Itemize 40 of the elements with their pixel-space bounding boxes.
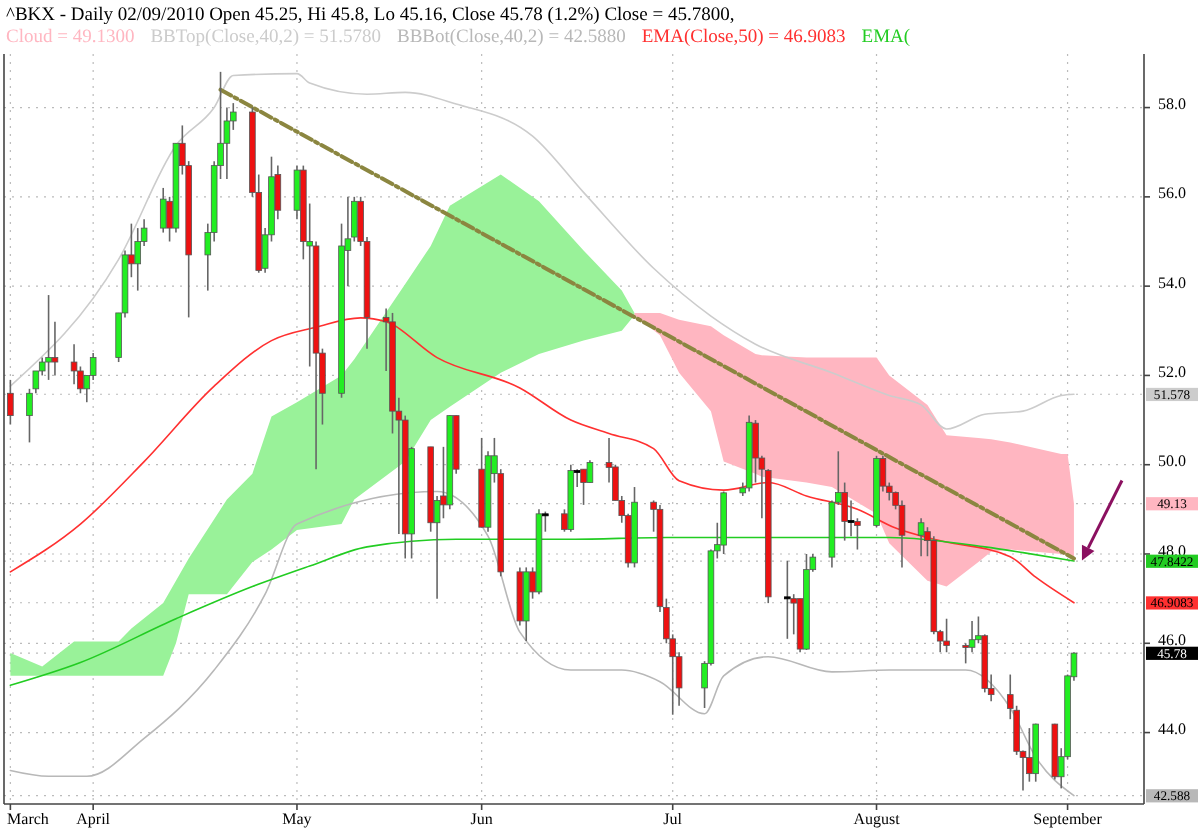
candlestick [51, 321, 59, 377]
y-tick-label: 54.0 [1158, 273, 1186, 292]
candlestick [70, 343, 78, 386]
candlestick [943, 617, 950, 654]
x-tick-label: September [1033, 810, 1103, 828]
candlestick [1026, 727, 1033, 783]
chart-title: ^BKX - Daily 02/09/2010 Open 45.25, Hi 45.8, Lo 45.16, Close 45.78 (1.2%) Close = 45.7800, [6, 6, 735, 26]
text: EMA(Close,50) = 46.9083 [641, 28, 847, 48]
y-tick-label: 44.0 [1158, 720, 1186, 739]
candlestick [45, 294, 52, 381]
y-tick-label: 46.0 [1158, 630, 1186, 649]
candlestick [586, 459, 594, 484]
candlestick [134, 227, 142, 292]
line-series [9, 317, 1075, 604]
candlestick [89, 352, 97, 381]
text: EMA( [861, 28, 911, 48]
y-tick-label: 52.0 [1158, 363, 1186, 382]
y-tick-label: 50.0 [1158, 452, 1186, 471]
y-tick-label: 56.0 [1158, 184, 1186, 203]
candlestick [7, 379, 14, 426]
x-tick-label: April [76, 810, 112, 828]
x-tick-label: August [853, 810, 902, 828]
x-tick-label: March [7, 810, 49, 828]
candlestick [784, 559, 791, 640]
text: BBBot(Close,40,2) = 42.5880 [396, 28, 627, 48]
x-tick-label: Jun [470, 810, 493, 828]
line-series [9, 72, 1075, 430]
candlestick [573, 468, 581, 488]
candlestick [542, 510, 549, 533]
x-tick-label: May [282, 810, 312, 828]
y-tick-label: 58.0 [1158, 95, 1186, 114]
candlestick [898, 499, 906, 569]
candlestick [917, 517, 925, 558]
legend-label: Cloud = 49.1300 [6, 28, 135, 48]
candlestick [962, 642, 969, 665]
line-series [9, 536, 1075, 687]
x-tick-label: Jul [663, 810, 684, 828]
candlestick [26, 388, 33, 444]
candlestick [580, 468, 587, 506]
candlestick [159, 187, 167, 234]
